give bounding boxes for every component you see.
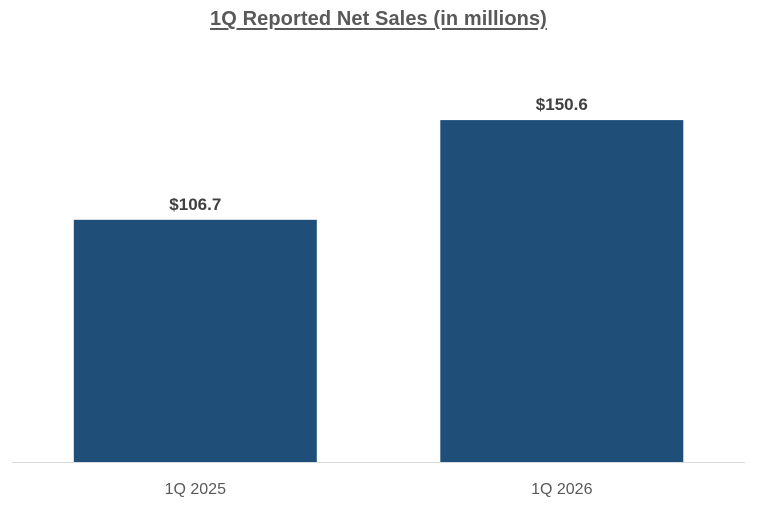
data-label: $106.7: [169, 195, 221, 214]
x-tick-label: 1Q 2025: [165, 481, 226, 498]
value-labels-group: $106.7 $150.6: [169, 95, 588, 214]
x-tick-labels-group: 1Q 2025 1Q 2026: [165, 481, 593, 498]
bar-1q-2026: [440, 120, 684, 462]
chart-title: 1Q Reported Net Sales (in millions): [210, 8, 547, 30]
x-tick-label: 1Q 2026: [531, 481, 592, 498]
bars-group: [73, 120, 684, 462]
bar-1q-2025: [73, 219, 317, 462]
data-label: $150.6: [536, 95, 588, 114]
